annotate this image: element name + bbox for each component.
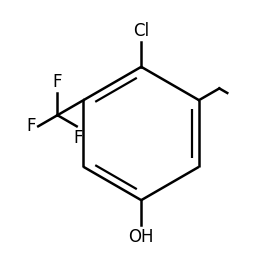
Text: OH: OH	[128, 228, 154, 246]
Text: F: F	[53, 73, 62, 91]
Text: Cl: Cl	[133, 22, 149, 40]
Text: F: F	[26, 117, 36, 135]
Text: F: F	[73, 129, 83, 147]
